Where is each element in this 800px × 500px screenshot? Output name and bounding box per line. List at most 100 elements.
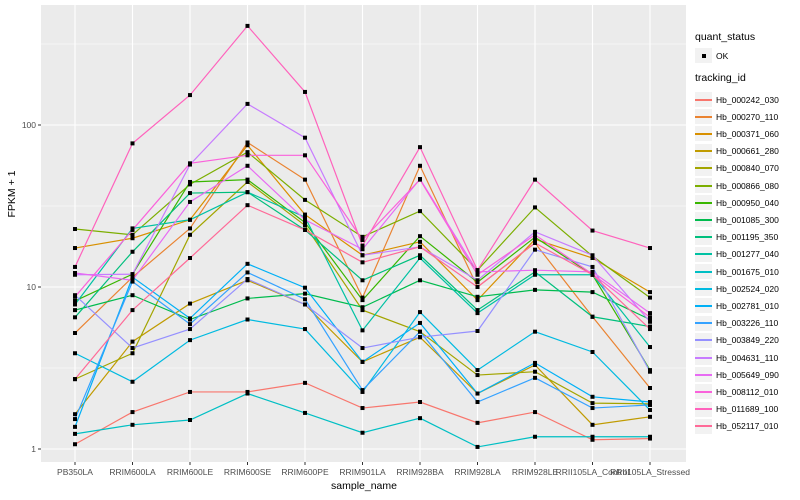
legend-item-label: Hb_008112_010 — [716, 386, 779, 397]
legend-title-quant-status: quant_status — [695, 31, 756, 43]
data-point — [533, 272, 537, 277]
data-point — [533, 232, 537, 237]
data-point — [130, 236, 135, 241]
data-point — [533, 410, 537, 415]
legend-item-Hb_000371_060: Hb_000371_060 — [695, 125, 779, 142]
legend-line-swatch-icon — [695, 143, 712, 159]
legend-item-label: OK — [716, 50, 729, 61]
data-point — [533, 240, 537, 245]
data-point — [475, 268, 480, 273]
data-point — [648, 324, 652, 329]
legend-item-Hb_001195_350: Hb_001195_350 — [695, 229, 778, 246]
data-point — [188, 256, 192, 261]
legend-item-label: Hb_002781_010 — [716, 300, 779, 311]
data-point — [533, 375, 537, 380]
data-point — [475, 391, 480, 396]
data-point — [130, 141, 135, 146]
data-point — [475, 329, 480, 334]
data-point — [303, 327, 307, 332]
data-point — [648, 434, 652, 439]
data-point — [188, 191, 192, 196]
x-tick-label-PB350LA: PB350LA — [57, 467, 93, 477]
legend-item-label: Hb_001195_350 — [716, 232, 779, 243]
data-point — [245, 261, 250, 266]
data-point — [188, 322, 192, 327]
legend-item-Hb_011689_100: Hb_011689_100 — [695, 401, 778, 418]
data-point — [418, 234, 422, 239]
data-point — [303, 410, 307, 415]
data-point — [360, 238, 365, 243]
data-point — [590, 290, 595, 295]
legend-item-Hb_000270_110: Hb_000270_110 — [695, 108, 778, 125]
data-point — [73, 331, 77, 336]
data-point — [590, 434, 595, 439]
data-point — [73, 417, 77, 422]
data-point — [188, 182, 192, 187]
data-point — [73, 315, 77, 320]
data-point — [188, 418, 192, 423]
data-point — [73, 442, 77, 447]
data-point — [475, 285, 480, 289]
data-point — [475, 400, 480, 405]
data-point — [245, 150, 250, 155]
legend-item-label: Hb_000270_110 — [716, 111, 779, 122]
x-tick-label-RRIM600LA: RRIM600LA — [109, 467, 156, 477]
data-point — [533, 205, 537, 210]
legend-item-Hb_002524_020: Hb_002524_020 — [695, 280, 779, 297]
data-point — [418, 320, 422, 325]
data-point — [303, 217, 307, 222]
data-point — [533, 434, 537, 439]
data-point — [73, 377, 77, 382]
data-point — [475, 420, 480, 425]
data-point — [360, 359, 365, 364]
data-point — [360, 243, 365, 248]
data-point — [360, 295, 365, 300]
legend-item-Hb_008112_010: Hb_008112_010 — [695, 383, 778, 400]
data-point — [360, 388, 365, 393]
data-point — [648, 400, 652, 405]
data-point — [533, 235, 537, 240]
legend-item-Hb_000950_040: Hb_000950_040 — [695, 194, 779, 211]
legend-line-swatch-icon — [695, 229, 712, 245]
x-tick-label-RRIM600PE: RRIM600PE — [281, 467, 329, 477]
data-point — [648, 402, 652, 407]
legend-line-swatch-icon — [695, 332, 712, 348]
data-point — [360, 430, 365, 435]
data-point — [590, 394, 595, 399]
data-point — [533, 177, 537, 182]
data-point — [360, 234, 365, 239]
data-point — [73, 351, 77, 356]
legend-item-Hb_001085_300: Hb_001085_300 — [695, 211, 779, 228]
legend-item-label: Hb_052117_010 — [716, 421, 779, 432]
data-point — [475, 298, 480, 303]
data-point — [245, 179, 250, 184]
data-point — [245, 177, 250, 182]
data-point — [475, 308, 480, 313]
legend-item-label: Hb_001675_010 — [716, 266, 779, 277]
data-point — [360, 278, 365, 283]
data-point — [648, 295, 652, 300]
data-point — [475, 272, 480, 277]
data-point — [533, 369, 537, 374]
data-point — [648, 315, 652, 320]
data-point — [418, 163, 422, 168]
y-tick-label-1: 1 — [31, 444, 36, 454]
data-point — [475, 368, 480, 373]
data-point — [130, 227, 135, 232]
x-axis-title: sample_name — [331, 480, 397, 492]
data-point — [73, 431, 77, 436]
legend-item-Hb_052117_010: Hb_052117_010 — [695, 418, 778, 435]
data-point — [418, 335, 422, 340]
y-tick-label-100: 100 — [21, 120, 36, 130]
legend-line-swatch-icon — [695, 367, 712, 383]
data-point — [245, 163, 250, 168]
legend-item-label: Hb_002524_020 — [716, 283, 779, 294]
data-point — [418, 400, 422, 405]
data-point — [245, 203, 250, 208]
data-point — [130, 293, 135, 298]
data-point — [418, 310, 422, 315]
data-point — [245, 143, 250, 148]
data-point — [188, 232, 192, 237]
data-point — [533, 237, 537, 242]
data-point — [648, 327, 652, 332]
